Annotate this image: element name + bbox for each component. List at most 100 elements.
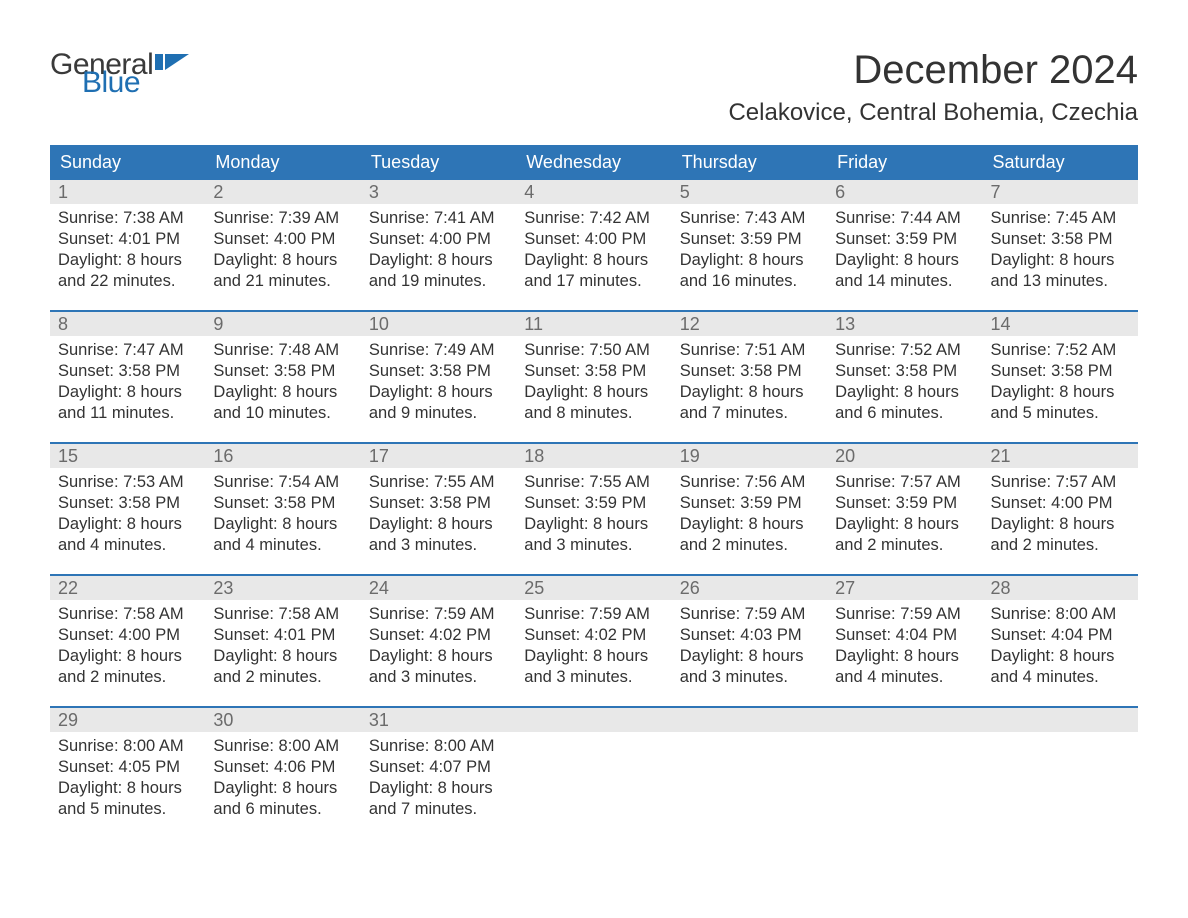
logo-text-stack: General Blue bbox=[50, 50, 189, 95]
day-number: 14 bbox=[983, 312, 1138, 336]
sunset-line: Sunset: 3:58 PM bbox=[213, 361, 352, 382]
weekday-tuesday: Tuesday bbox=[361, 145, 516, 180]
day-number: 23 bbox=[205, 576, 360, 600]
day-number: 28 bbox=[983, 576, 1138, 600]
sunrise-line: Sunrise: 8:00 AM bbox=[991, 604, 1130, 625]
day-cell: 21Sunrise: 7:57 AMSunset: 4:00 PMDayligh… bbox=[983, 444, 1138, 572]
day-cell bbox=[827, 708, 982, 836]
day-body: Sunrise: 7:52 AMSunset: 3:58 PMDaylight:… bbox=[983, 336, 1138, 428]
day-number: 16 bbox=[205, 444, 360, 468]
day-number: 12 bbox=[672, 312, 827, 336]
day-cell: 31Sunrise: 8:00 AMSunset: 4:07 PMDayligh… bbox=[361, 708, 516, 836]
day-number: 8 bbox=[50, 312, 205, 336]
daylight-line: Daylight: 8 hours and 4 minutes. bbox=[58, 514, 197, 556]
day-number: 9 bbox=[205, 312, 360, 336]
sunrise-line: Sunrise: 7:55 AM bbox=[369, 472, 508, 493]
day-body: Sunrise: 7:45 AMSunset: 3:58 PMDaylight:… bbox=[983, 204, 1138, 296]
sunrise-line: Sunrise: 7:58 AM bbox=[213, 604, 352, 625]
day-number: 15 bbox=[50, 444, 205, 468]
day-number bbox=[516, 708, 671, 732]
day-number: 26 bbox=[672, 576, 827, 600]
daylight-line: Daylight: 8 hours and 6 minutes. bbox=[835, 382, 974, 424]
daylight-line: Daylight: 8 hours and 17 minutes. bbox=[524, 250, 663, 292]
day-cell: 6Sunrise: 7:44 AMSunset: 3:59 PMDaylight… bbox=[827, 180, 982, 308]
sunset-line: Sunset: 3:58 PM bbox=[991, 229, 1130, 250]
day-number: 27 bbox=[827, 576, 982, 600]
sunrise-line: Sunrise: 7:57 AM bbox=[991, 472, 1130, 493]
day-number: 5 bbox=[672, 180, 827, 204]
day-number: 22 bbox=[50, 576, 205, 600]
daylight-line: Daylight: 8 hours and 2 minutes. bbox=[991, 514, 1130, 556]
day-cell: 13Sunrise: 7:52 AMSunset: 3:58 PMDayligh… bbox=[827, 312, 982, 440]
sunrise-line: Sunrise: 7:44 AM bbox=[835, 208, 974, 229]
sunrise-line: Sunrise: 7:45 AM bbox=[991, 208, 1130, 229]
sunset-line: Sunset: 4:00 PM bbox=[369, 229, 508, 250]
day-body: Sunrise: 7:49 AMSunset: 3:58 PMDaylight:… bbox=[361, 336, 516, 428]
sunrise-line: Sunrise: 7:51 AM bbox=[680, 340, 819, 361]
day-number bbox=[983, 708, 1138, 732]
sunset-line: Sunset: 3:58 PM bbox=[680, 361, 819, 382]
day-number: 10 bbox=[361, 312, 516, 336]
sunset-line: Sunset: 3:59 PM bbox=[524, 493, 663, 514]
sunrise-line: Sunrise: 7:59 AM bbox=[524, 604, 663, 625]
sunrise-line: Sunrise: 7:59 AM bbox=[680, 604, 819, 625]
weekday-header-row: Sunday Monday Tuesday Wednesday Thursday… bbox=[50, 145, 1138, 180]
daylight-line: Daylight: 8 hours and 9 minutes. bbox=[369, 382, 508, 424]
daylight-line: Daylight: 8 hours and 2 minutes. bbox=[680, 514, 819, 556]
daylight-line: Daylight: 8 hours and 16 minutes. bbox=[680, 250, 819, 292]
day-cell: 23Sunrise: 7:58 AMSunset: 4:01 PMDayligh… bbox=[205, 576, 360, 704]
day-body: Sunrise: 7:39 AMSunset: 4:00 PMDaylight:… bbox=[205, 204, 360, 296]
weekday-saturday: Saturday bbox=[983, 145, 1138, 180]
day-body: Sunrise: 7:58 AMSunset: 4:01 PMDaylight:… bbox=[205, 600, 360, 692]
daylight-line: Daylight: 8 hours and 6 minutes. bbox=[213, 778, 352, 820]
sunrise-line: Sunrise: 7:38 AM bbox=[58, 208, 197, 229]
daylight-line: Daylight: 8 hours and 21 minutes. bbox=[213, 250, 352, 292]
day-body: Sunrise: 7:59 AMSunset: 4:02 PMDaylight:… bbox=[361, 600, 516, 692]
day-cell: 4Sunrise: 7:42 AMSunset: 4:00 PMDaylight… bbox=[516, 180, 671, 308]
sunset-line: Sunset: 4:00 PM bbox=[991, 493, 1130, 514]
weeks-container: 1Sunrise: 7:38 AMSunset: 4:01 PMDaylight… bbox=[50, 180, 1138, 836]
daylight-line: Daylight: 8 hours and 7 minutes. bbox=[680, 382, 819, 424]
day-cell: 8Sunrise: 7:47 AMSunset: 3:58 PMDaylight… bbox=[50, 312, 205, 440]
day-body: Sunrise: 7:44 AMSunset: 3:59 PMDaylight:… bbox=[827, 204, 982, 296]
sunrise-line: Sunrise: 7:52 AM bbox=[991, 340, 1130, 361]
day-cell: 27Sunrise: 7:59 AMSunset: 4:04 PMDayligh… bbox=[827, 576, 982, 704]
day-number: 18 bbox=[516, 444, 671, 468]
daylight-line: Daylight: 8 hours and 3 minutes. bbox=[524, 646, 663, 688]
sunrise-line: Sunrise: 7:59 AM bbox=[369, 604, 508, 625]
daylight-line: Daylight: 8 hours and 14 minutes. bbox=[835, 250, 974, 292]
day-number: 1 bbox=[50, 180, 205, 204]
day-number: 4 bbox=[516, 180, 671, 204]
day-cell: 25Sunrise: 7:59 AMSunset: 4:02 PMDayligh… bbox=[516, 576, 671, 704]
header-row: General Blue December 2024 Celakovice, C… bbox=[50, 30, 1138, 141]
sunrise-line: Sunrise: 7:53 AM bbox=[58, 472, 197, 493]
daylight-line: Daylight: 8 hours and 3 minutes. bbox=[680, 646, 819, 688]
sunrise-line: Sunrise: 7:59 AM bbox=[835, 604, 974, 625]
day-number: 17 bbox=[361, 444, 516, 468]
day-cell: 20Sunrise: 7:57 AMSunset: 3:59 PMDayligh… bbox=[827, 444, 982, 572]
day-cell: 1Sunrise: 7:38 AMSunset: 4:01 PMDaylight… bbox=[50, 180, 205, 308]
day-body: Sunrise: 7:55 AMSunset: 3:59 PMDaylight:… bbox=[516, 468, 671, 560]
day-cell: 15Sunrise: 7:53 AMSunset: 3:58 PMDayligh… bbox=[50, 444, 205, 572]
sunset-line: Sunset: 3:59 PM bbox=[835, 493, 974, 514]
day-body: Sunrise: 8:00 AMSunset: 4:05 PMDaylight:… bbox=[50, 732, 205, 824]
sunrise-line: Sunrise: 7:52 AM bbox=[835, 340, 974, 361]
day-cell: 12Sunrise: 7:51 AMSunset: 3:58 PMDayligh… bbox=[672, 312, 827, 440]
weekday-friday: Friday bbox=[827, 145, 982, 180]
day-number: 24 bbox=[361, 576, 516, 600]
sunrise-line: Sunrise: 7:41 AM bbox=[369, 208, 508, 229]
day-number bbox=[827, 708, 982, 732]
sunset-line: Sunset: 3:58 PM bbox=[991, 361, 1130, 382]
sunrise-line: Sunrise: 7:48 AM bbox=[213, 340, 352, 361]
sunset-line: Sunset: 4:02 PM bbox=[524, 625, 663, 646]
weekday-wednesday: Wednesday bbox=[516, 145, 671, 180]
day-body: Sunrise: 7:55 AMSunset: 3:58 PMDaylight:… bbox=[361, 468, 516, 560]
day-body: Sunrise: 7:51 AMSunset: 3:58 PMDaylight:… bbox=[672, 336, 827, 428]
day-cell: 17Sunrise: 7:55 AMSunset: 3:58 PMDayligh… bbox=[361, 444, 516, 572]
day-body: Sunrise: 7:50 AMSunset: 3:58 PMDaylight:… bbox=[516, 336, 671, 428]
day-number: 13 bbox=[827, 312, 982, 336]
day-body: Sunrise: 7:58 AMSunset: 4:00 PMDaylight:… bbox=[50, 600, 205, 692]
daylight-line: Daylight: 8 hours and 22 minutes. bbox=[58, 250, 197, 292]
sunrise-line: Sunrise: 7:43 AM bbox=[680, 208, 819, 229]
day-number bbox=[672, 708, 827, 732]
